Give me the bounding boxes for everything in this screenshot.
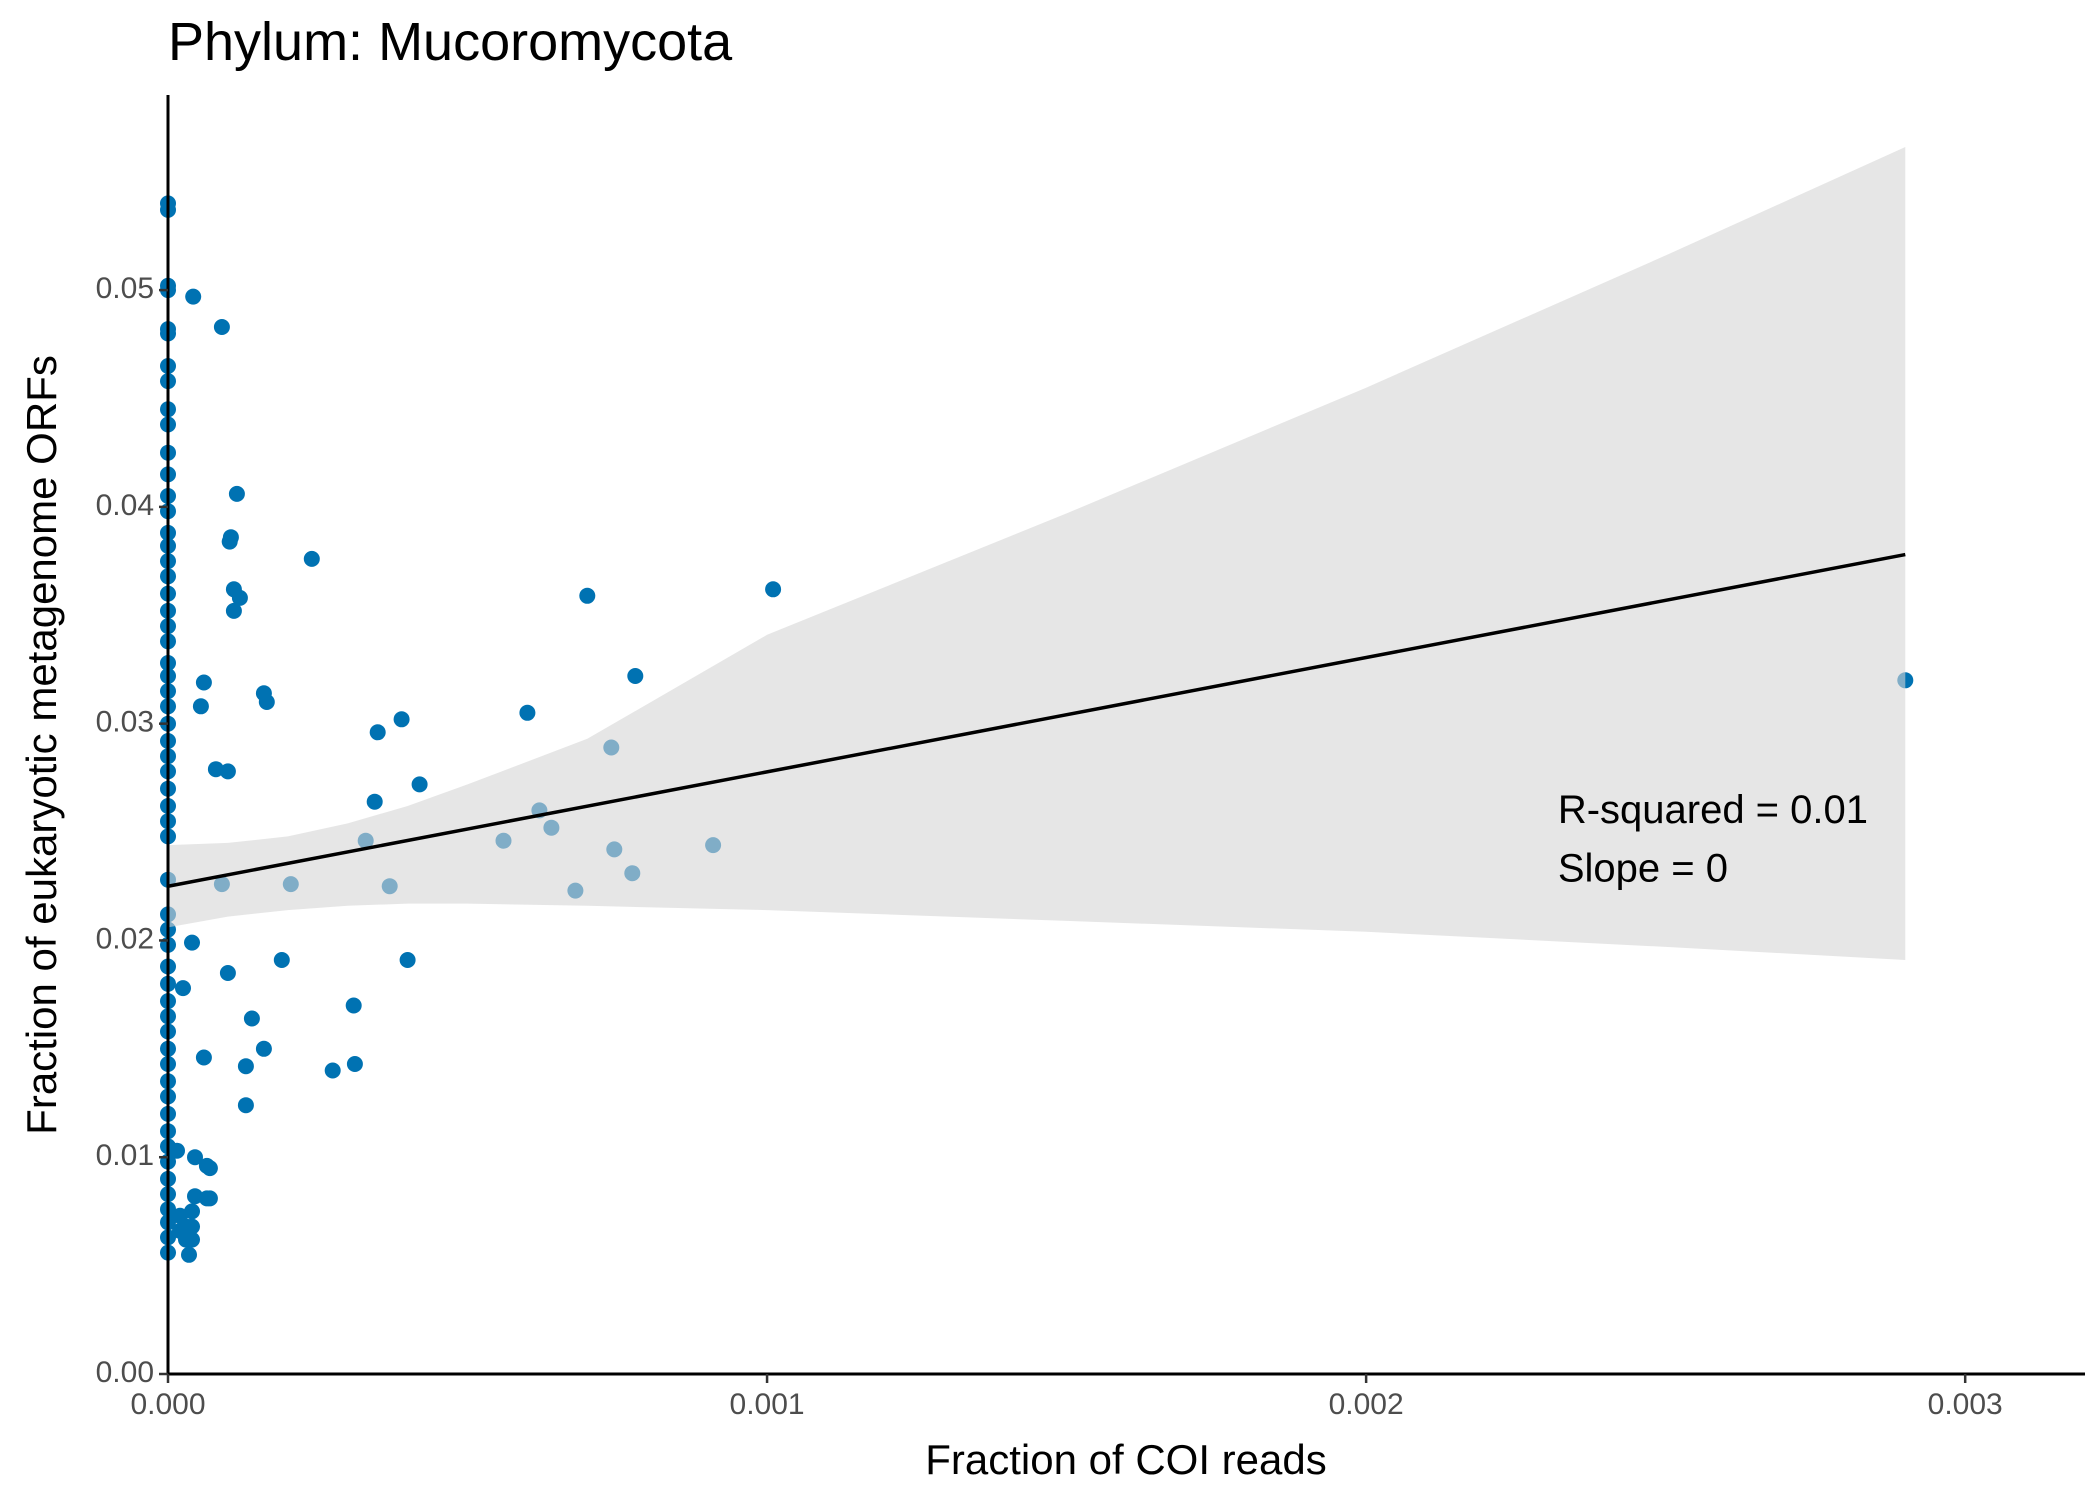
data-point	[184, 1231, 200, 1248]
data-point	[258, 694, 275, 710]
data-point	[369, 724, 386, 741]
data-point	[324, 1062, 341, 1079]
data-point	[366, 793, 383, 810]
data-point	[345, 997, 362, 1014]
slope-annotation: Slope = 0	[1558, 847, 1728, 891]
regression-line	[167, 552, 1906, 888]
data-point	[228, 485, 245, 502]
y-tick-label: 0.00	[96, 1356, 154, 1389]
x-tick-label: 0.002	[1329, 1388, 1404, 1421]
y-tick-label: 0.05	[96, 272, 154, 305]
data-point	[184, 934, 200, 951]
data-point	[185, 288, 202, 305]
data-point	[255, 1040, 272, 1057]
data-point	[219, 763, 236, 780]
x-axis-title: Fraction of COI reads	[925, 1436, 1326, 1483]
data-point	[399, 952, 416, 968]
data-point	[237, 1097, 254, 1114]
data-point	[181, 1246, 197, 1263]
data-point	[213, 319, 230, 335]
data-point	[195, 674, 212, 691]
data-point	[219, 965, 236, 981]
r-squared-annotation: R-squared = 0.01	[1558, 788, 1868, 832]
data-point	[273, 952, 290, 968]
plot-area: R-squared = 0.01 Slope = 0	[160, 147, 1914, 1263]
data-point	[303, 550, 320, 567]
data-point	[519, 704, 536, 721]
x-tick-label: 0.003	[1928, 1388, 2003, 1421]
chart-title: Phylum: Mucoromycota	[168, 12, 733, 72]
y-tick-label: 0.02	[96, 922, 154, 955]
x-tick-label: 0.000	[130, 1388, 205, 1421]
data-point	[175, 980, 191, 997]
data-point	[187, 1188, 203, 1205]
y-tick-label: 0.01	[96, 1139, 154, 1172]
data-point	[231, 589, 248, 606]
data-point	[192, 698, 209, 715]
y-axis-title: Fraction of eukaryotic metagenome ORFs	[18, 355, 65, 1135]
data-point	[201, 1160, 218, 1177]
data-point	[237, 1058, 254, 1075]
data-point	[195, 1049, 212, 1066]
data-point	[201, 1190, 218, 1207]
data-point	[346, 1056, 363, 1072]
data-point	[393, 711, 410, 728]
data-point	[411, 776, 428, 793]
data-point	[184, 1218, 200, 1235]
data-point	[243, 1010, 260, 1027]
data-point	[184, 1203, 200, 1220]
data-point	[187, 1149, 203, 1166]
data-point	[169, 1142, 185, 1159]
y-tick-label: 0.03	[96, 706, 154, 739]
data-point	[627, 668, 644, 684]
data-point	[207, 761, 224, 778]
confidence-band	[168, 147, 1906, 960]
data-point	[765, 581, 782, 598]
y-tick-label: 0.04	[96, 489, 154, 522]
data-point	[222, 529, 239, 546]
x-tick-label: 0.001	[730, 1388, 805, 1421]
axes: 0.00 0.01 0.02 0.03 0.04 0.05 0.000 0.001 0.002 0…	[96, 95, 2085, 1421]
data-point	[579, 587, 596, 604]
data-point	[225, 602, 242, 619]
